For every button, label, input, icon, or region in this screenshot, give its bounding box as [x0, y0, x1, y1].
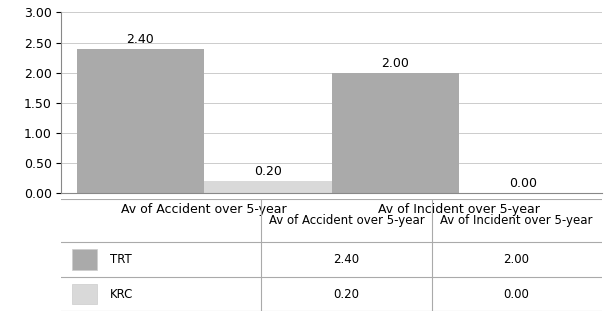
Text: 2.40: 2.40 — [126, 33, 154, 45]
Text: 2.00: 2.00 — [503, 253, 530, 266]
Text: Av of Incident over 5-year: Av of Incident over 5-year — [440, 214, 593, 227]
Text: 0.00: 0.00 — [503, 288, 529, 301]
Bar — [77, 49, 204, 193]
Text: KRC: KRC — [110, 288, 133, 301]
Text: TRT: TRT — [110, 253, 132, 266]
Text: 0.20: 0.20 — [254, 165, 282, 178]
Text: 0.20: 0.20 — [333, 288, 359, 301]
Bar — [204, 181, 332, 193]
Bar — [332, 72, 459, 193]
Text: Av of Accident over 5-year: Av of Accident over 5-year — [268, 214, 424, 227]
Bar — [72, 249, 96, 270]
Bar — [72, 284, 96, 304]
Text: 0.00: 0.00 — [509, 177, 537, 190]
Text: 2.00: 2.00 — [381, 57, 409, 70]
Text: 2.40: 2.40 — [333, 253, 359, 266]
